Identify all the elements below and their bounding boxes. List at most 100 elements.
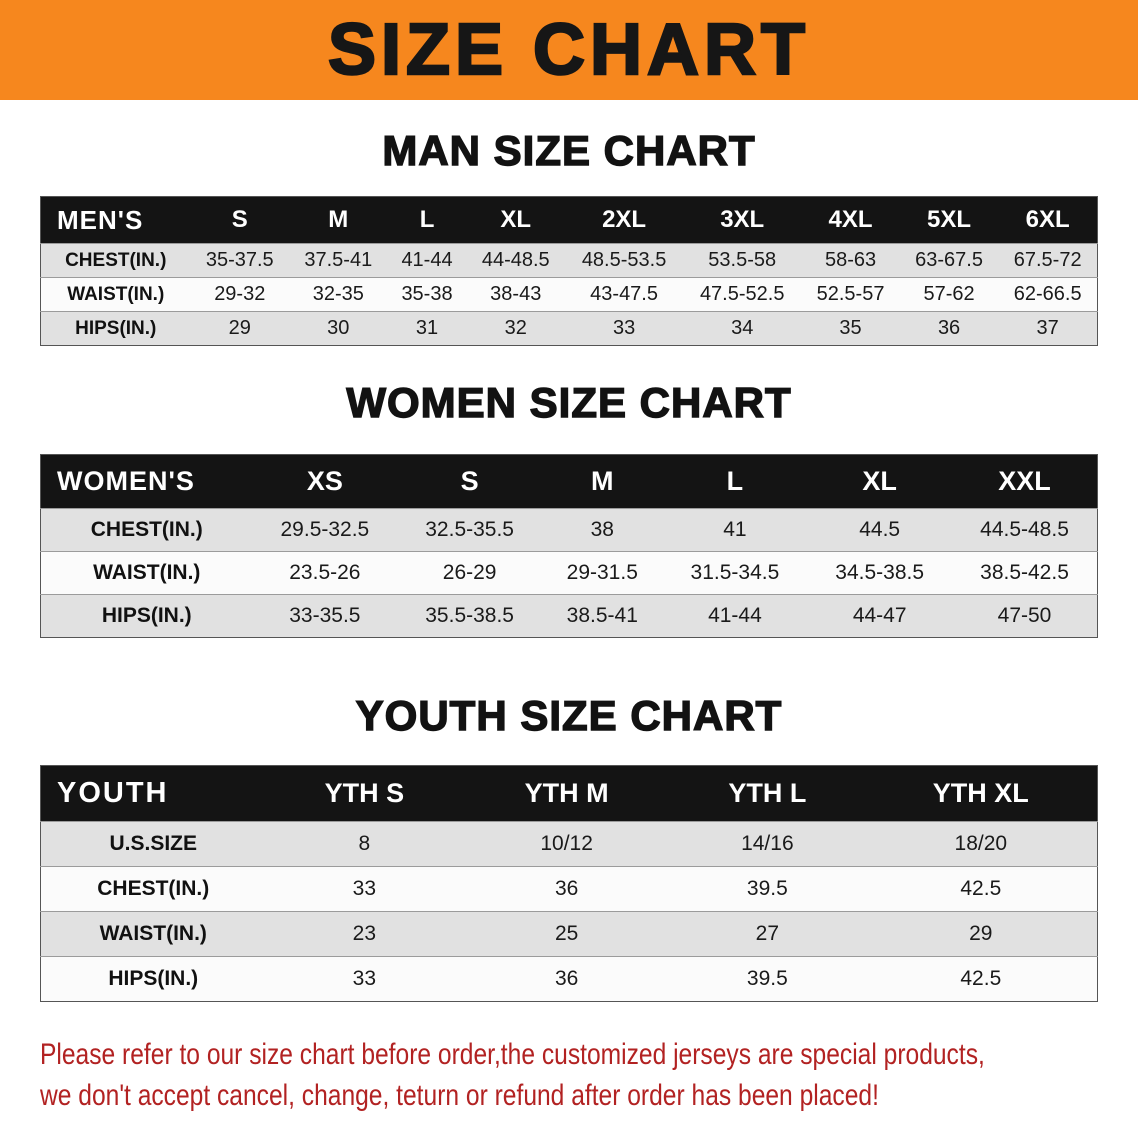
disclaimer-line-1: Please refer to our size chart before or…: [40, 1038, 985, 1071]
table-row: HIPS(IN.) 29 30 31 32 33 34 35 36 37: [40, 311, 1098, 346]
row-label: U.S.SIZE: [40, 821, 266, 867]
size-value-cell: 29.5-32.5: [252, 508, 398, 552]
size-value-cell: 32.5-35.5: [397, 508, 542, 552]
size-value-cell: 33: [565, 311, 684, 346]
men-section-heading: MAN SIZE CHART: [382, 127, 756, 174]
size-column-header: M: [542, 454, 663, 509]
size-column-header: 2XL: [565, 196, 684, 244]
size-value-cell: 39.5: [670, 956, 865, 1002]
size-column-header: M: [289, 196, 388, 244]
size-value-cell: 58-63: [801, 243, 900, 278]
size-value-cell: 32-35: [289, 277, 388, 312]
size-value-cell: 31.5-34.5: [662, 551, 808, 595]
size-column-header: L: [387, 196, 467, 244]
table-row: CHEST(IN.) 35-37.5 37.5-41 41-44 44-48.5 48.5…: [40, 243, 1098, 278]
women-size-table: WOMEN'S XS S M L XL XXL CHEST(IN.) 29.5-32.5 32.5…: [40, 454, 1098, 638]
size-value-cell: 14/16: [670, 821, 865, 867]
title-banner: SIZE CHART: [0, 0, 1138, 100]
row-label: HIPS(IN.): [40, 594, 253, 638]
table-row: WAIST(IN.) 29-32 32-35 35-38 38-43 43-47.5 47.…: [40, 277, 1098, 312]
size-value-cell: 30: [289, 311, 388, 346]
size-column-header: S: [397, 454, 542, 509]
size-value-cell: 47.5-52.5: [683, 277, 802, 312]
size-column-header: XS: [252, 454, 398, 509]
size-column-header: 6XL: [998, 196, 1098, 244]
men-size-table: MEN'S S M L XL 2XL 3XL 4XL 5XL 6XL CHEST(IN.) 35-37…: [40, 196, 1098, 346]
table-corner-label: WOMEN'S: [40, 454, 253, 509]
size-value-cell: 52.5-57: [801, 277, 900, 312]
row-label: WAIST(IN.): [40, 911, 266, 957]
size-value-cell: 39.5: [670, 866, 865, 912]
table-header-row: YOUTH YTH S YTH M YTH L YTH XL: [40, 765, 1098, 822]
size-value-cell: 33: [265, 956, 464, 1002]
table-header-row: MEN'S S M L XL 2XL 3XL 4XL 5XL 6XL: [40, 196, 1098, 244]
size-value-cell: 29-32: [190, 277, 290, 312]
men-size-section: MAN SIZE CHART MEN'S S M L XL 2XL 3XL 4XL 5XL 6XL…: [0, 127, 1138, 346]
table-header-row: WOMEN'S XS S M L XL XXL: [40, 454, 1098, 509]
size-value-cell: 44-48.5: [466, 243, 566, 278]
size-value-cell: 44.5-48.5: [952, 508, 1098, 552]
size-value-cell: 44.5: [807, 508, 953, 552]
size-value-cell: 31: [387, 311, 467, 346]
row-label: HIPS(IN.): [40, 956, 266, 1002]
size-value-cell: 29-31.5: [542, 551, 663, 595]
size-value-cell: 41-44: [662, 594, 808, 638]
size-column-header: S: [190, 196, 290, 244]
size-value-cell: 35-37.5: [190, 243, 290, 278]
size-column-header: L: [662, 454, 808, 509]
size-value-cell: 23.5-26: [252, 551, 398, 595]
disclaimer-line-2: we don't accept cancel, change, teturn o…: [40, 1079, 879, 1113]
size-column-header: 5XL: [899, 196, 999, 244]
size-value-cell: 34: [683, 311, 802, 346]
row-label: CHEST(IN.): [40, 866, 266, 912]
table-row: WAIST(IN.) 23.5-26 26-29 29-31.5 31.5-34.5 34…: [40, 551, 1098, 595]
size-value-cell: 32: [466, 311, 566, 346]
row-label: WAIST(IN.): [40, 551, 253, 595]
size-value-cell: 57-62: [899, 277, 999, 312]
size-value-cell: 41-44: [387, 243, 467, 278]
size-value-cell: 48.5-53.5: [565, 243, 684, 278]
size-column-header: 4XL: [801, 196, 900, 244]
size-value-cell: 47-50: [952, 594, 1098, 638]
table-corner-label: MEN'S: [40, 196, 191, 244]
row-label: CHEST(IN.): [40, 508, 253, 552]
women-size-section: WOMEN SIZE CHART WOMEN'S XS S M L XL XXL CHEST(…: [0, 379, 1138, 638]
youth-size-section: YOUTH SIZE CHART YOUTH YTH S YTH M YTH L YTH…: [0, 692, 1138, 1002]
size-value-cell: 35-38: [387, 277, 467, 312]
size-value-cell: 23: [265, 911, 464, 957]
size-value-cell: 18/20: [864, 821, 1098, 867]
youth-section-heading: YOUTH SIZE CHART: [355, 692, 783, 739]
size-value-cell: 29: [864, 911, 1098, 957]
size-value-cell: 42.5: [864, 866, 1098, 912]
youth-size-table: YOUTH YTH S YTH M YTH L YTH XL U.S.SIZE 8 10/12…: [40, 765, 1098, 1002]
size-column-header: XL: [466, 196, 566, 244]
size-value-cell: 10/12: [463, 821, 671, 867]
size-value-cell: 38: [542, 508, 663, 552]
size-value-cell: 63-67.5: [899, 243, 999, 278]
table-row: CHEST(IN.) 33 36 39.5 42.5: [40, 866, 1098, 912]
table-row: WAIST(IN.) 23 25 27 29: [40, 911, 1098, 957]
size-value-cell: 42.5: [864, 956, 1098, 1002]
disclaimer-note: Please refer to our size chart before or…: [40, 1034, 1138, 1117]
table-corner-label: YOUTH: [40, 765, 266, 822]
table-row: HIPS(IN.) 33-35.5 35.5-38.5 38.5-41 41-44 44-…: [40, 594, 1098, 638]
size-column-header: XXL: [952, 454, 1098, 509]
size-value-cell: 37: [998, 311, 1098, 346]
size-column-header: YTH L: [670, 765, 865, 822]
row-label: CHEST(IN.): [40, 243, 191, 278]
size-value-cell: 43-47.5: [565, 277, 684, 312]
size-value-cell: 8: [265, 821, 464, 867]
size-value-cell: 36: [463, 866, 671, 912]
size-value-cell: 67.5-72: [998, 243, 1098, 278]
size-value-cell: 34.5-38.5: [807, 551, 953, 595]
size-value-cell: 26-29: [397, 551, 542, 595]
size-value-cell: 38.5-41: [542, 594, 663, 638]
size-value-cell: 38.5-42.5: [952, 551, 1098, 595]
women-section-heading: WOMEN SIZE CHART: [346, 379, 792, 426]
size-value-cell: 36: [899, 311, 999, 346]
size-value-cell: 35.5-38.5: [397, 594, 542, 638]
size-value-cell: 33: [265, 866, 464, 912]
size-value-cell: 62-66.5: [998, 277, 1098, 312]
size-column-header: YTH XL: [864, 765, 1098, 822]
